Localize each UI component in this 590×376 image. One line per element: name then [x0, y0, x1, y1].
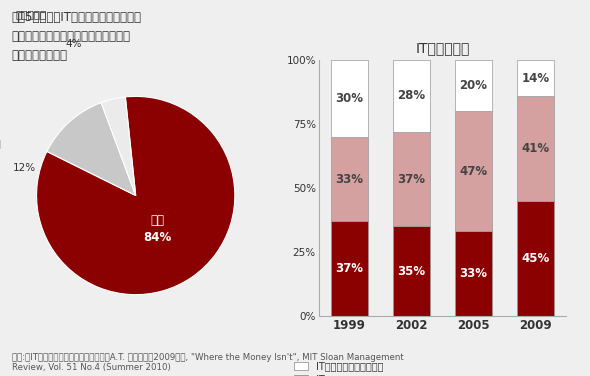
Text: 84%: 84% — [143, 230, 172, 244]
Wedge shape — [101, 97, 136, 196]
Text: 35%: 35% — [398, 265, 425, 277]
Text: 20%: 20% — [460, 79, 487, 92]
Wedge shape — [47, 103, 136, 196]
Text: 過去5年間で、ITによるイノベーション
はあなたの会社と経営陣にとってより
重要になったか？: 過去5年間で、ITによるイノベーション はあなたの会社と経営陣にとってより 重要… — [12, 11, 142, 62]
Text: 30%: 30% — [336, 92, 363, 105]
Text: 33%: 33% — [460, 267, 487, 280]
Bar — [455, 60, 492, 111]
Text: 33%: 33% — [336, 173, 363, 185]
Bar — [331, 137, 368, 221]
Text: いいえ: いいえ — [0, 138, 1, 148]
Text: 14%: 14% — [522, 71, 549, 85]
Bar — [331, 221, 368, 316]
Bar — [455, 232, 492, 316]
Bar — [517, 60, 554, 96]
Bar — [455, 111, 492, 232]
Wedge shape — [37, 96, 235, 295]
Text: 37%: 37% — [336, 262, 363, 275]
Text: 28%: 28% — [398, 89, 425, 102]
Text: 4%: 4% — [65, 39, 82, 49]
Bar — [393, 226, 430, 316]
Text: はい: はい — [150, 214, 165, 227]
Text: 45%: 45% — [522, 252, 549, 265]
Text: 47%: 47% — [460, 165, 487, 178]
Bar — [517, 201, 554, 316]
Text: 出所:『ITイノベーションと効率化調査』A.T. カーニー（2009年）, "Where the Money Isn't", MIT Sloan Managem: 出所:『ITイノベーションと効率化調査』A.T. カーニー（2009年）, "W… — [12, 353, 404, 372]
Text: わからない: わからない — [16, 9, 47, 19]
Text: 37%: 37% — [398, 173, 425, 185]
Bar — [331, 60, 368, 137]
Bar — [517, 96, 554, 201]
Text: 12%: 12% — [12, 163, 36, 173]
Legend: ITによるイノベーション, ITによる事業化、業務改革, IT活用の最適化: ITによるイノベーション, ITによる事業化、業務改革, IT活用の最適化 — [294, 362, 389, 376]
Text: 41%: 41% — [522, 142, 549, 155]
Title: IT投資の割合: IT投資の割合 — [415, 41, 470, 55]
Bar — [393, 132, 430, 226]
Bar — [393, 60, 430, 132]
